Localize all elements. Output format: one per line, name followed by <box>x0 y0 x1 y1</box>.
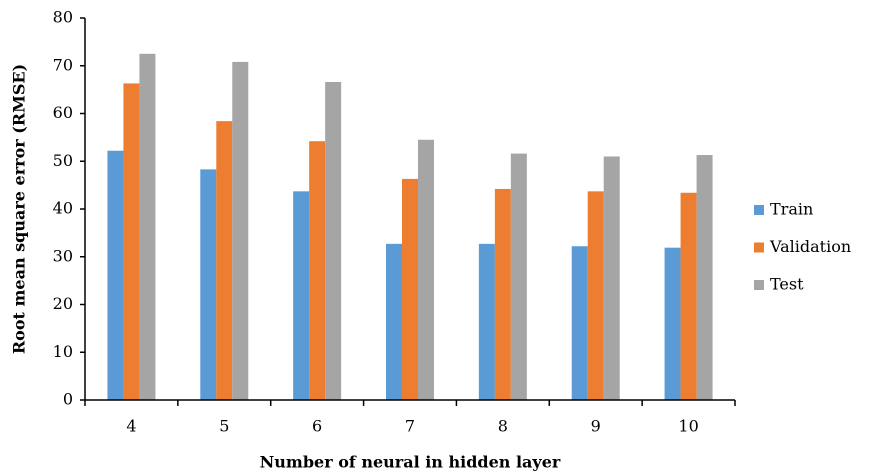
bar <box>587 191 604 400</box>
bar <box>139 53 156 400</box>
y-tick-label: 50 <box>53 151 73 170</box>
x-tick-label: 4 <box>126 417 136 436</box>
legend-swatch <box>754 280 764 290</box>
bar <box>325 81 342 401</box>
bar <box>386 243 402 400</box>
y-tick-label: 60 <box>53 103 73 122</box>
x-axis-title: Number of neural in hidden layer <box>260 453 561 472</box>
x-tick-label: 9 <box>591 417 601 436</box>
y-tick-label: 70 <box>53 55 73 74</box>
legend-label: Train <box>770 200 813 219</box>
x-tick-label: 10 <box>678 417 698 436</box>
bar <box>418 139 434 400</box>
legend-label: Validation <box>769 237 851 256</box>
bar <box>309 141 326 400</box>
bar <box>680 192 697 400</box>
legend-swatch <box>754 205 764 215</box>
bar <box>603 156 620 400</box>
legend-label: Test <box>770 275 804 294</box>
y-tick-label: 40 <box>53 199 73 218</box>
y-tick-label: 10 <box>53 342 73 361</box>
bar <box>293 191 310 400</box>
bar <box>216 121 233 400</box>
bar <box>123 83 140 400</box>
bar <box>510 153 527 400</box>
bar <box>402 178 418 400</box>
y-axis-title: Root mean square error (RMSE) <box>10 64 29 354</box>
y-tick-label: 80 <box>53 8 73 27</box>
y-tick-label: 0 <box>63 390 73 409</box>
y-tick-label: 30 <box>53 246 73 265</box>
legend-swatch <box>754 242 764 253</box>
bar <box>664 247 681 400</box>
bar <box>232 61 249 401</box>
bar <box>494 188 511 400</box>
y-tick-label: 20 <box>53 294 73 313</box>
x-tick-label: 5 <box>219 417 229 436</box>
bar <box>696 155 713 400</box>
x-tick-label: 7 <box>405 417 415 436</box>
bar <box>200 169 217 400</box>
bar <box>107 150 124 400</box>
x-tick-label: 6 <box>312 417 322 436</box>
bar <box>571 246 588 400</box>
x-tick-label: 8 <box>498 417 508 436</box>
bar <box>478 243 495 400</box>
